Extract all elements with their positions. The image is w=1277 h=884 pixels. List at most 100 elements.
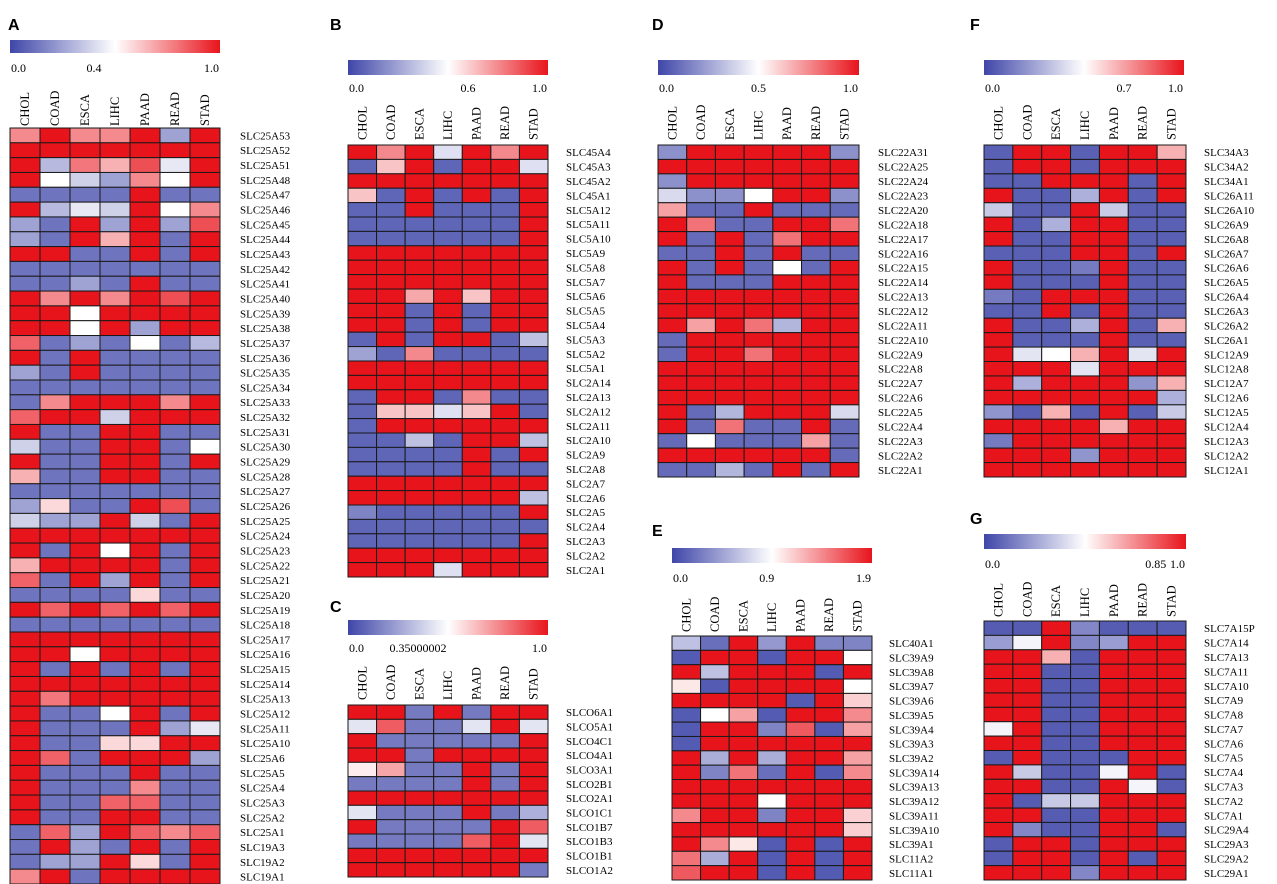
row-label: SLCO1A2 [566,865,613,877]
heatmap-cell [433,418,463,434]
heatmap-cell [1041,793,1072,809]
heatmap-cell [69,616,101,633]
heatmap-cell [159,779,191,796]
heatmap-cell [404,733,435,749]
heatmap-cell [829,346,860,363]
row-label: SLC29A1 [1204,868,1249,880]
heatmap-cell [518,274,549,290]
heatmap-cell [1127,750,1158,766]
heatmap-cell [9,305,41,322]
color-scale-bar [672,548,872,563]
heatmap-cell [814,649,844,666]
heatmap-cell [743,375,774,391]
heatmap-cell [1012,778,1043,795]
heatmap-cell [983,735,1014,751]
heatmap-cell [1098,418,1129,435]
heatmap-cell [189,587,221,603]
heatmap-cell [159,157,191,173]
heatmap-cell [1041,706,1072,723]
heatmap-cell [671,664,702,680]
heatmap-cell [404,490,435,506]
heatmap-cell [490,418,520,434]
heatmap-cell [404,432,435,448]
heatmap-cell [9,527,41,544]
heatmap-cell [671,649,702,666]
heatmap-cell [69,186,101,203]
row-label: SLC22A20 [878,205,929,217]
heatmap-cell [1041,158,1072,175]
heatmap-cell [842,750,873,766]
panel-f: F 0.0 0.7 1.0 CHOL COAD ESCA LIHC PAAD READ STAD SL… [970,17,1255,478]
heatmap-cell [714,332,745,348]
heatmap-cell [159,216,191,233]
heatmap-cell [159,587,191,603]
heatmap-cell [1070,764,1100,780]
heatmap-cell [1156,303,1187,319]
heatmap-cell [1098,447,1129,464]
heatmap-cell [1127,649,1158,665]
heatmap-cell [1127,346,1158,363]
heatmap-cell [772,259,803,276]
heatmap-cell [129,438,161,455]
heatmap-cell [743,332,774,348]
heatmap-cell [9,394,41,411]
heatmap-cell [404,862,435,878]
heatmap-cell [700,836,730,852]
heatmap-cell [461,446,492,463]
scale-tick-label: 0.6 [461,81,476,95]
heatmap-cell [490,158,520,175]
heatmap-cell [657,288,688,305]
heatmap-cell [159,127,191,144]
heatmap-cell [1070,274,1100,290]
heatmap-cell [743,462,774,478]
heatmap-cell [1070,721,1100,737]
heatmap-cell [686,332,716,348]
heatmap-cell [99,438,131,455]
heatmap-cell [69,839,101,855]
row-label: SLC5A9 [566,248,606,260]
heatmap-cell [9,186,41,203]
heatmap-cell [189,690,221,707]
heatmap-cell [376,360,406,376]
heatmap-cell [518,504,549,520]
heatmap-cell [347,202,378,218]
heatmap-cell [814,793,844,809]
heatmap-cell [801,274,831,290]
heatmap-cell [461,704,492,720]
heatmap-cell [376,704,406,720]
heatmap-cell [686,447,716,464]
heatmap-cell [404,202,435,218]
heatmap-cell [69,157,101,173]
heatmap-cell [189,779,221,796]
heatmap-cell [785,865,816,881]
heatmap-cell [814,664,844,680]
heatmap-cell [39,868,71,884]
heatmap-cell [1070,692,1100,708]
column-label: COAD [694,105,708,140]
heatmap-cell [1127,187,1158,204]
heatmap-cell [69,171,101,188]
heatmap-cell [99,616,131,633]
heatmap-cell [69,364,101,381]
row-label: SLC25A53 [240,130,291,142]
row-label: SLC25A20 [240,590,291,602]
heatmap-cell [189,453,221,470]
heatmap-cell [461,776,492,792]
heatmap-cell [829,216,860,233]
row-label: SLC25A51 [240,160,290,172]
heatmap-cell [404,747,435,763]
row-label: SLC22A11 [878,320,928,332]
heatmap-cell [728,807,759,824]
heatmap-cell [129,809,161,826]
heatmap-cell [99,557,131,574]
heatmap-cell [347,533,378,549]
heatmap-cell [518,747,549,763]
heatmap-cell [785,764,816,781]
heatmap-cell [99,142,131,159]
column-label: ESCA [1049,585,1063,617]
heatmap-cell [714,418,745,435]
heatmap-cell [404,331,435,348]
row-label: SLC2A9 [566,450,606,462]
heatmap-cell [1041,620,1072,636]
row-label: SLC7A8 [1204,710,1244,722]
